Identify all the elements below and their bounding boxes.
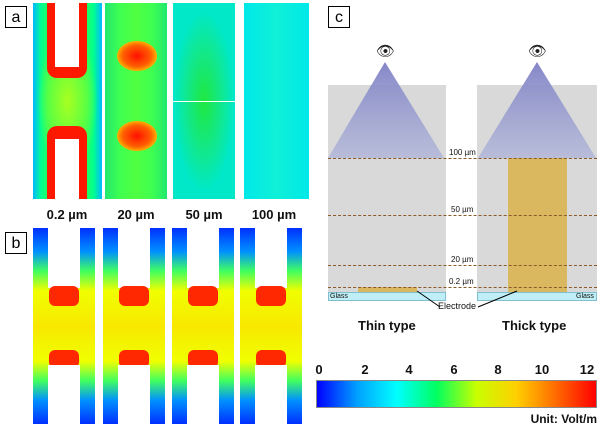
thin-electrode xyxy=(358,287,417,292)
level-label-50: 50 µm xyxy=(451,205,474,214)
thick-type-label: Thick type xyxy=(502,318,567,333)
electrode-bottom xyxy=(187,365,219,424)
field-map-a-1 xyxy=(33,3,102,199)
level-line-100 xyxy=(328,158,597,159)
electrode-top xyxy=(187,228,219,288)
pointer-thick xyxy=(477,290,518,308)
thick-eye-icon: 👁 xyxy=(528,43,548,60)
field-map-b-1 xyxy=(33,228,95,424)
colorbar-tick-10: 10 xyxy=(534,362,550,377)
hotspot-top xyxy=(188,286,218,306)
colorbar-tick-2: 2 xyxy=(361,362,369,377)
thick-view-cone xyxy=(478,62,596,158)
hotspot-bottom xyxy=(119,350,149,368)
thick-glass xyxy=(477,292,597,301)
level-line-50 xyxy=(328,215,597,216)
panel-label-a: a xyxy=(5,6,27,28)
tile-divider xyxy=(173,101,235,102)
electrode-bottom xyxy=(255,365,287,424)
electrode-bottom xyxy=(55,139,79,199)
hotspot-bottom xyxy=(188,350,218,368)
distance-label-4: 100 µm xyxy=(251,207,297,222)
hotspot-bottom xyxy=(49,350,79,368)
distance-label-2: 20 µm xyxy=(117,207,155,222)
field-map-a-2 xyxy=(105,3,167,199)
level-line-02 xyxy=(328,287,597,288)
level-line-20 xyxy=(328,265,597,266)
level-label-02: 0.2 µm xyxy=(449,277,474,286)
hotspot-top xyxy=(49,286,79,306)
distance-label-3: 50 µm xyxy=(185,207,223,222)
field-map-b-4 xyxy=(240,228,302,424)
colorbar-unit: Unit: Volt/m xyxy=(530,412,597,426)
electrode-top xyxy=(255,228,287,288)
thin-view-cone xyxy=(328,62,444,158)
distance-label-1: 0.2 µm xyxy=(46,207,88,222)
hotspot-bottom xyxy=(117,121,157,151)
colorbar-tick-0: 0 xyxy=(315,362,323,377)
electrode-label: Electrode xyxy=(438,301,477,311)
hotspot-bottom xyxy=(256,350,286,368)
panel-label-b: b xyxy=(5,232,27,254)
thin-type-label: Thin type xyxy=(358,318,416,333)
level-label-100: 100 µm xyxy=(449,148,476,157)
viewing-cones xyxy=(328,62,596,158)
thick-glass-label: Glass xyxy=(576,293,594,300)
field-map-b-3 xyxy=(172,228,234,424)
colorbar-tick-4: 4 xyxy=(405,362,413,377)
hotspot-top xyxy=(119,286,149,306)
electrode-pointers xyxy=(416,290,518,308)
panel-label-c: c xyxy=(328,6,350,28)
colorbar xyxy=(316,380,597,408)
colorbar-tick-12: 12 xyxy=(579,362,595,377)
electrode-top xyxy=(48,228,80,288)
electrode-top xyxy=(55,3,79,67)
field-map-b-2 xyxy=(103,228,165,424)
field-map-a-3 xyxy=(173,3,235,199)
electrode-bottom xyxy=(118,365,150,424)
level-label-20: 20 µm xyxy=(451,255,474,264)
colorbar-tick-6: 6 xyxy=(450,362,458,377)
electrode-top xyxy=(118,228,150,288)
thick-electrode xyxy=(508,158,567,292)
electrode-bottom xyxy=(48,365,80,424)
pointer-thin xyxy=(416,290,441,308)
thin-eye-icon: 👁 xyxy=(376,43,396,60)
field-map-a-4 xyxy=(244,3,309,199)
colorbar-tick-8: 8 xyxy=(494,362,502,377)
thin-glass-label: Glass xyxy=(330,293,348,300)
hotspot-top xyxy=(117,41,157,71)
thin-glass xyxy=(328,292,446,301)
hotspot-top xyxy=(256,286,286,306)
